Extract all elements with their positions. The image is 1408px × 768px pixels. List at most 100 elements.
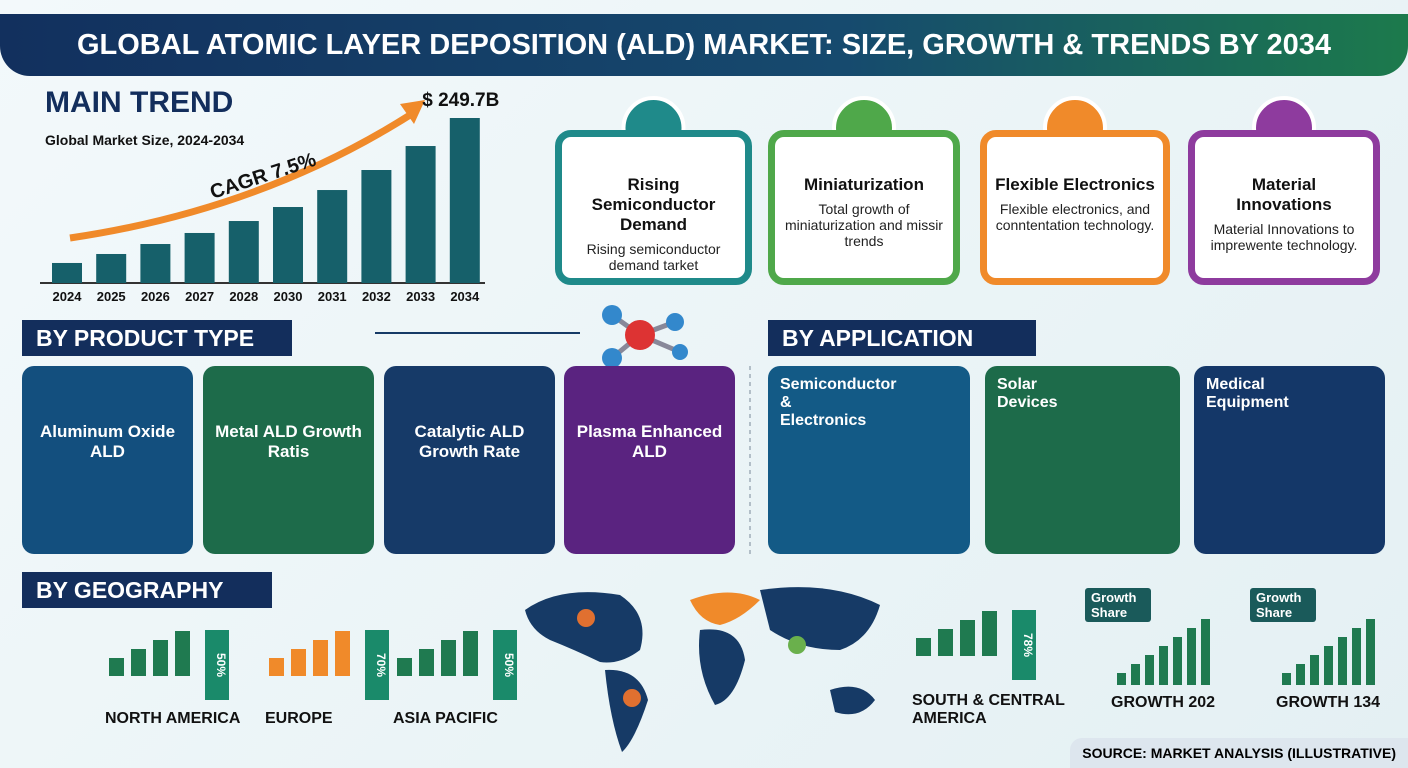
- region-share: 78%: [1021, 633, 1035, 657]
- application-card: Solar Devices: [985, 366, 1180, 554]
- map-pin: [788, 636, 806, 654]
- map-pin: [623, 689, 641, 707]
- decor-bar: [1366, 619, 1375, 685]
- share-arrow: [1012, 610, 1036, 680]
- trend-text: Total growth of miniaturization and miss…: [785, 201, 943, 249]
- trend-title: Rising Semiconductor Demand: [591, 175, 716, 234]
- trend-card: Material Innovations Material Innovations…: [1188, 130, 1380, 285]
- region-label: SOUTH & CENTRAL AMERICA: [912, 692, 1065, 727]
- cagr-annotation: CAGR 7.5%: [207, 149, 319, 204]
- x-tick-label: 2033: [406, 289, 435, 304]
- bar: [273, 207, 303, 283]
- trend-card: Flexible Electronics Flexible electronics…: [980, 130, 1170, 285]
- decor-bar: [313, 640, 328, 676]
- product-card: Metal ALD Growth Ratis: [203, 366, 374, 554]
- x-tick-label: 2030: [274, 289, 303, 304]
- growth-tag: Growth Share: [1250, 588, 1316, 622]
- decor-bar: [463, 631, 478, 676]
- trend-title: Miniaturization: [804, 175, 924, 194]
- bar: [140, 244, 171, 283]
- bar: [96, 253, 127, 283]
- decor-bar: [1282, 673, 1291, 685]
- region-label: NORTH AMERICA: [105, 710, 241, 727]
- section-heading: BY GEOGRAPHY: [22, 572, 272, 608]
- map-pin: [577, 609, 595, 627]
- source-note: SOURCE: MARKET ANALYSIS (ILLUSTRATIVE): [1070, 738, 1408, 768]
- product-card: Catalytic ALD Growth Rate: [384, 366, 555, 554]
- decor-bar: [938, 629, 953, 656]
- growth-tag: Growth Share: [1085, 588, 1151, 622]
- decor-bar: [1352, 628, 1361, 685]
- decor-bar: [982, 611, 997, 656]
- decor-bar: [335, 631, 350, 676]
- share-arrow: [205, 630, 229, 700]
- application-card: Medical Equipment: [1194, 366, 1385, 554]
- decor-bar: [1296, 664, 1305, 685]
- decor-bar: [441, 640, 456, 676]
- trend-title: Material Innovations: [1236, 175, 1332, 214]
- decor-bar: [1310, 655, 1319, 685]
- section-heading: BY APPLICATION: [768, 320, 1036, 356]
- region-share: 50%: [214, 653, 228, 677]
- arrow-head: [400, 100, 425, 124]
- decor-bar: [109, 658, 124, 676]
- product-card: Aluminum Oxide ALD: [22, 366, 193, 554]
- trend-card: Miniaturization Total growth of miniaturi…: [768, 130, 960, 285]
- decor-bar: [1324, 646, 1333, 685]
- growth-label: GROWTH 134: [1276, 694, 1381, 711]
- application-card: Semiconductor & Electronics: [768, 366, 970, 554]
- x-tick-label: 2032: [362, 289, 391, 304]
- region-label: ASIA PACIFIC: [393, 710, 498, 727]
- trend-card: Rising Semiconductor Demand Rising semico…: [555, 130, 752, 285]
- decor-bar: [1201, 619, 1210, 685]
- trend-text: Material Innovations to imprewente techn…: [1210, 221, 1358, 253]
- x-tick-label: 2027: [185, 289, 214, 304]
- decor-bar: [916, 638, 931, 656]
- trend-text: Flexible electronics, and conntentation …: [995, 201, 1155, 233]
- x-tick-label: 2025: [97, 289, 126, 304]
- data-label: $ 249.7B: [422, 90, 499, 111]
- chart-subtitle: Global Market Size, 2024-2034: [45, 132, 244, 148]
- bar: [52, 262, 82, 283]
- decor-bar: [419, 649, 434, 676]
- section-heading: BY PRODUCT TYPE: [22, 320, 292, 356]
- x-tick-label: 2028: [229, 289, 258, 304]
- region-share: 50%: [502, 653, 516, 677]
- bar: [361, 170, 392, 283]
- decor-bar: [131, 649, 146, 676]
- page-title: GLOBAL ATOMIC LAYER DEPOSITION (ALD) MAR…: [0, 14, 1408, 76]
- x-tick-label: 2026: [141, 289, 170, 304]
- decor-bar: [269, 658, 284, 676]
- share-arrow: [365, 630, 389, 700]
- trend-arrow: [69, 112, 412, 242]
- bar: [449, 118, 480, 283]
- x-tick-label: 2031: [318, 289, 347, 304]
- decor-bar: [1117, 673, 1126, 685]
- decor-bar: [1145, 655, 1154, 685]
- product-card: Plasma Enhanced ALD: [564, 366, 735, 554]
- decor-bar: [397, 658, 412, 676]
- molecule: [602, 305, 688, 368]
- decor-bar: [175, 631, 190, 676]
- x-tick-label: 2024: [53, 289, 83, 304]
- decor-bar: [960, 620, 975, 656]
- bar: [184, 232, 215, 283]
- share-arrow: [493, 630, 517, 700]
- decor-bar: [1187, 628, 1196, 685]
- decor-bar: [1131, 664, 1140, 685]
- bar: [317, 190, 348, 283]
- region-share: 70%: [374, 653, 388, 677]
- decor-bar: [1159, 646, 1168, 685]
- decor-bar: [153, 640, 168, 676]
- bar: [228, 221, 259, 283]
- decor-bar: [1173, 637, 1182, 685]
- trend-text: Rising semiconductor demand tarket: [586, 241, 721, 273]
- decor-bar: [291, 649, 306, 676]
- decor-bar: [1338, 637, 1347, 685]
- world-map: [525, 587, 880, 752]
- growth-label: GROWTH 202: [1111, 694, 1216, 711]
- bar: [405, 146, 436, 283]
- trend-title: Flexible Electronics: [995, 175, 1155, 194]
- x-tick-label: 2034: [450, 289, 480, 304]
